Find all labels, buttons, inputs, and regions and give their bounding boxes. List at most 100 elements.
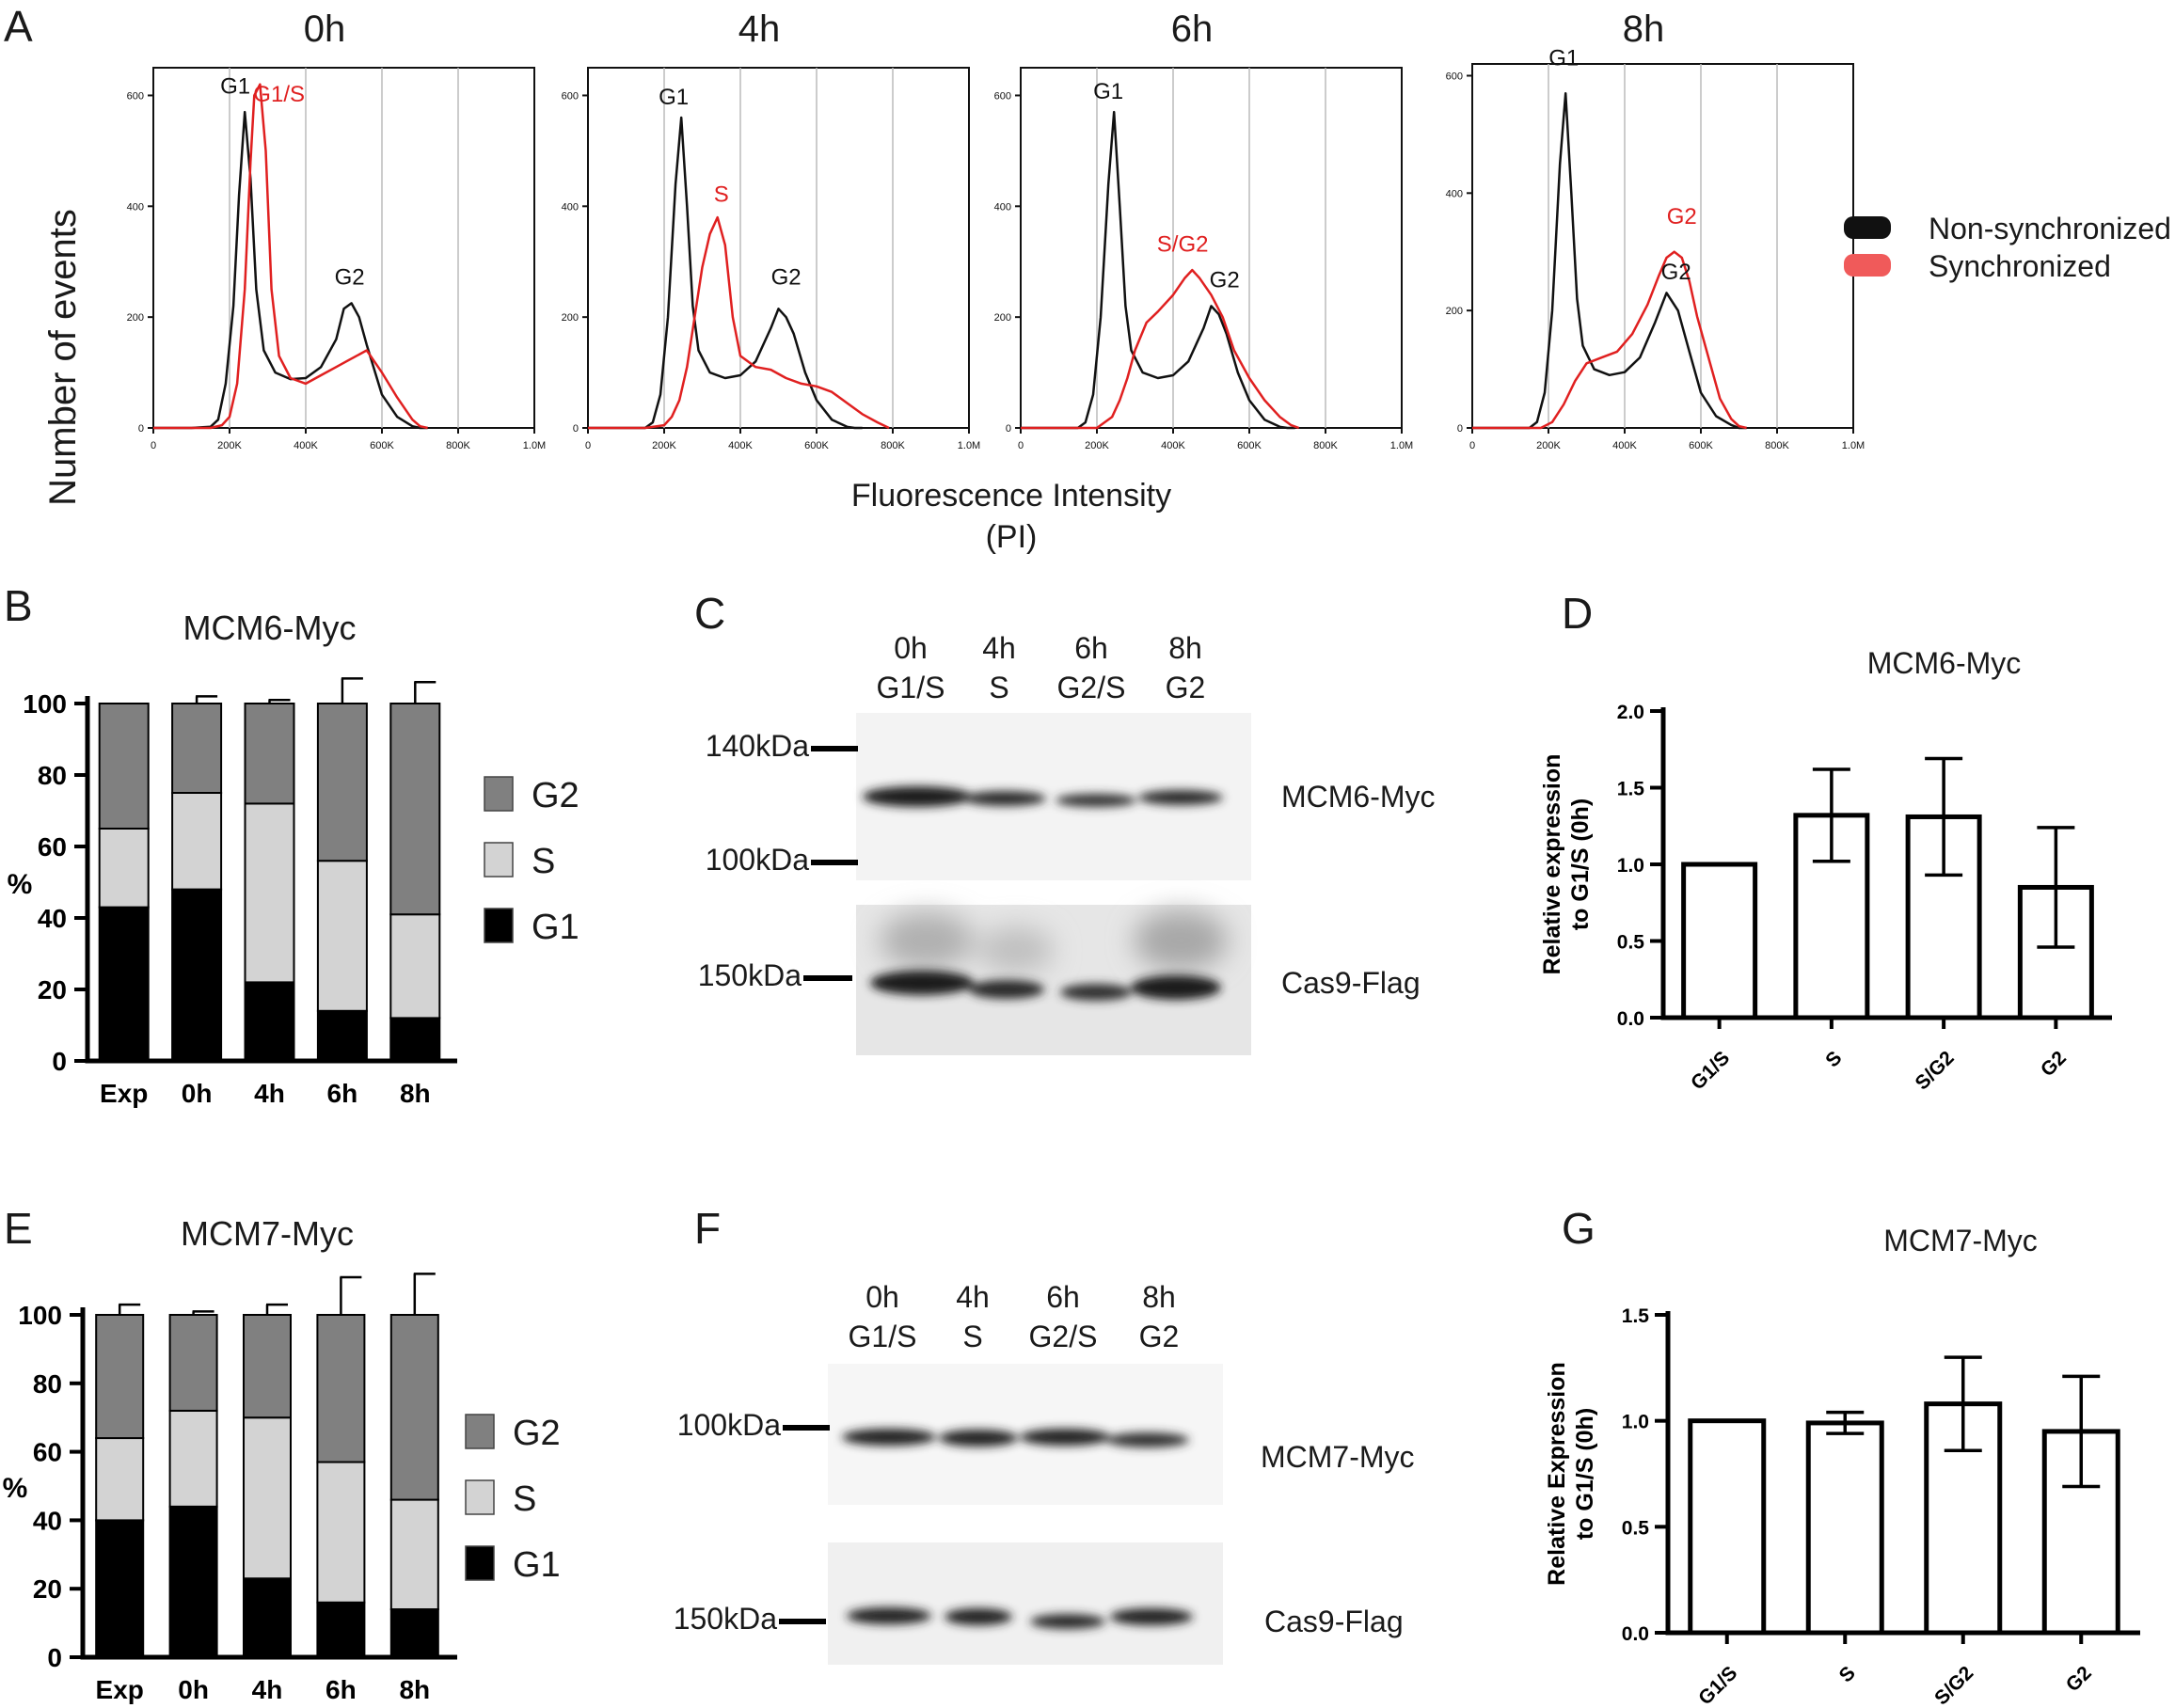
flow-plot-frame xyxy=(1471,63,1854,429)
stacked-legend-swatch-s xyxy=(465,1479,495,1515)
flow-plot-frame xyxy=(587,67,970,429)
marker-label-100kda-f: 100kDa xyxy=(677,1408,782,1442)
relative-y-tick-label: 0.5 xyxy=(1622,1517,1650,1539)
flow-x-tick-label: 800K xyxy=(1765,440,1789,451)
lane-phase-g1s: G1/S xyxy=(877,671,945,704)
flow-y-tick-label: 0 xyxy=(1006,423,1011,435)
stacked-bar-g2 xyxy=(389,703,441,916)
panel-letter-g: G xyxy=(1562,1204,1596,1253)
flow-y-tick-label: 600 xyxy=(1446,71,1463,82)
stacked-bar-g1 xyxy=(98,906,150,1062)
stacked-bar-g2 xyxy=(98,703,150,830)
marker-tick-150kda-f xyxy=(779,1619,826,1624)
flow-y-axis-label: Number of events xyxy=(42,209,84,506)
marker-tick-100kda-f xyxy=(783,1425,830,1431)
stacked-bar-g2 xyxy=(95,1314,145,1440)
relative-bar xyxy=(1681,862,1758,1020)
stacked-chart-title: MCM7-Myc xyxy=(181,1214,354,1253)
relative-expression-chart-mcm7: MCM7-Myc Relative Expression to G1/S (0h) G… xyxy=(1544,1224,2140,1708)
stacked-y-axis-label: % xyxy=(8,869,33,900)
lane-time-8h-f: 8h xyxy=(1142,1280,1176,1314)
flow-y-tick-label: 200 xyxy=(1446,306,1463,317)
marker-label-150kda: 150kDa xyxy=(698,958,802,992)
flow-x-tick-label: 600K xyxy=(1689,440,1713,451)
stacked-legend-label-g2: G2 xyxy=(513,1414,561,1453)
blot-smear-cas9-c xyxy=(880,910,1228,973)
lane-time-6h: 6h xyxy=(1074,631,1108,665)
flow-trace-synchronized xyxy=(1472,250,1747,430)
flow-trace-synchronized xyxy=(1021,268,1300,430)
flow-trace-non-synchronized xyxy=(588,116,863,430)
lane-time-0h-f: 0h xyxy=(865,1280,899,1314)
stacked-x-tick-label: 0h xyxy=(182,1079,213,1108)
flow-x-axis-label: Fluorescence Intensity xyxy=(851,478,1171,514)
flow-x-tick-label: 1.0M xyxy=(1842,440,1865,451)
stacked-bar-s xyxy=(244,802,295,984)
flow-x-tick-label: 0 xyxy=(1018,440,1024,451)
stacked-chart-title: MCM6-Myc xyxy=(183,609,357,647)
flow-y-tick-label: 600 xyxy=(127,90,144,102)
stacked-bar-g1 xyxy=(168,1505,218,1658)
flow-legend: Non-synchronized Synchronized xyxy=(1844,212,2171,283)
marker-tick-100kda xyxy=(811,860,858,865)
stacked-y-tick-label: 60 xyxy=(38,832,67,862)
flow-x-tick-label: 600K xyxy=(804,440,829,451)
stacked-bar-g1 xyxy=(316,1009,368,1063)
relative-x-tick-label: G1/S xyxy=(1694,1662,1741,1708)
flow-y-tick-label: 0 xyxy=(138,423,144,435)
stacked-legend-swatch-g2 xyxy=(484,776,514,812)
flow-y-tick-label: 0 xyxy=(573,423,579,435)
blot-label-cas9-flag-f: Cas9-Flag xyxy=(1264,1605,1404,1638)
lane-phase-g1s-f: G1/S xyxy=(849,1320,917,1353)
flow-x-tick-label: 1.0M xyxy=(958,440,980,451)
stacked-legend-swatch-g1 xyxy=(484,908,514,943)
stacked-bar-g1 xyxy=(389,1608,439,1659)
stacked-bar-g2 xyxy=(243,1314,292,1419)
lane-phase-g2: G2 xyxy=(1166,671,1206,704)
relative-expression-chart-mcm6: MCM6-Myc Relative expression to G1/S (0h) G… xyxy=(1539,646,2112,1094)
blot-membrane-cas9-f xyxy=(828,1542,1223,1665)
stacked-bar-chart-mcm6: MCM6-Myc% Exp 0h 4h 6h 8h 0 20 40 60 80 100 G2 S G1 xyxy=(8,609,579,1108)
panel-letter-f: F xyxy=(694,1204,721,1253)
flow-plot-frame xyxy=(1020,67,1403,429)
flow-chart-title: 0h xyxy=(304,8,346,50)
stacked-bar-s xyxy=(95,1437,145,1522)
stacked-bar-s xyxy=(389,913,441,1020)
stacked-bar-g1 xyxy=(389,1017,441,1063)
western-blot-mcm7: 0h G1/S 4h S 6h G2/S 8h G2 100kDa 150kDa xyxy=(674,1280,1415,1665)
lane-phase-g2s-f: G2/S xyxy=(1029,1320,1098,1353)
flow-y-tick-label: 200 xyxy=(994,312,1011,324)
stacked-x-tick-label: Exp xyxy=(100,1079,148,1108)
relative-bar xyxy=(1805,1420,1884,1636)
stacked-y-tick-label: 20 xyxy=(38,975,67,1004)
flow-x-tick-label: 0 xyxy=(585,440,591,451)
lane-time-8h: 8h xyxy=(1168,631,1202,665)
stacked-x-tick-label: 8h xyxy=(399,1675,430,1704)
flow-chart-title: 4h xyxy=(738,8,781,50)
flow-chart-title: 6h xyxy=(1171,8,1214,50)
flow-chart-title: 8h xyxy=(1623,8,1665,50)
relative-y-tick-label: 0.0 xyxy=(1617,1008,1644,1030)
relative-y-tick-label: 1.0 xyxy=(1622,1412,1649,1433)
flow-trace-synchronized xyxy=(588,215,890,430)
flow-trace-non-synchronized xyxy=(1472,91,1747,430)
lane-phase-s-f: S xyxy=(962,1320,982,1353)
flow-x-tick-label: 800K xyxy=(1313,440,1338,451)
flow-trace-synchronized xyxy=(153,83,428,430)
blot-bands-cas9-f xyxy=(847,1607,1193,1629)
stacked-bar-g1 xyxy=(95,1519,145,1659)
flow-y-tick-label: 400 xyxy=(1446,188,1463,199)
stacked-bar-g2 xyxy=(316,1314,366,1463)
flow-histogram-8h: 8h 0 200K 400K 600K 800K 1.0M 0 200 400 600 G1 G2 G2 xyxy=(1446,8,1865,451)
relative-y-tick-label: 0.0 xyxy=(1622,1623,1649,1645)
marker-tick-150kda xyxy=(803,975,852,981)
flow-y-tick-label: 400 xyxy=(127,201,144,213)
stacked-bar-g2 xyxy=(316,703,368,862)
flow-y-tick-label: 600 xyxy=(562,90,579,102)
flow-x-tick-label: 0 xyxy=(151,440,156,451)
peak-label-g1: G1 xyxy=(659,85,689,110)
stacked-bar-s xyxy=(98,828,150,909)
stacked-bar-g1 xyxy=(244,981,295,1063)
legend-swatch-non-sync xyxy=(1844,216,1891,239)
stacked-y-tick-label: 40 xyxy=(33,1506,62,1535)
